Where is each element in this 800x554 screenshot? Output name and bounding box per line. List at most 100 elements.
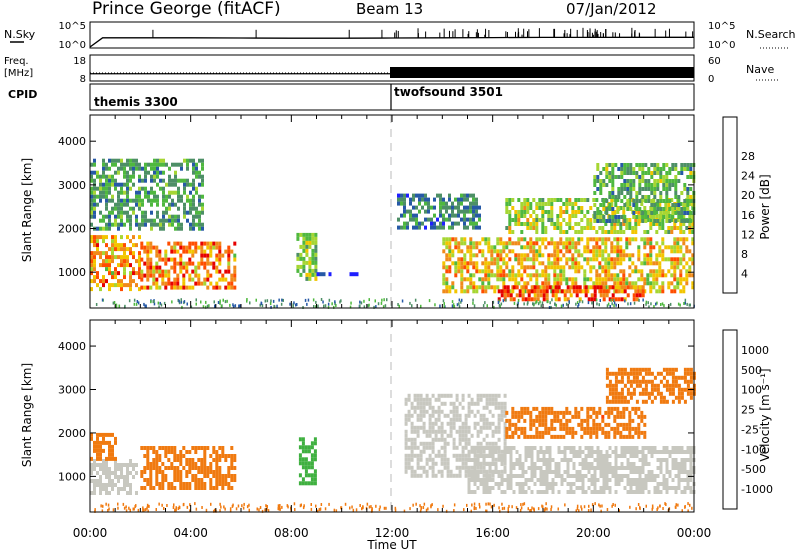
echo-cell <box>526 222 530 226</box>
echo-cell <box>470 397 474 402</box>
echo-cell <box>586 249 590 254</box>
echo-cell <box>604 410 608 415</box>
echo-cell <box>155 466 159 470</box>
echo-cell <box>410 401 414 406</box>
echo-cell <box>273 304 275 308</box>
echo-cell <box>517 210 521 214</box>
echo-cell <box>652 214 656 218</box>
echo-cell <box>428 457 432 462</box>
echo-cell <box>568 426 572 431</box>
echo-cell <box>476 433 480 438</box>
echo-cell <box>605 395 609 400</box>
echo-cell <box>682 285 686 290</box>
echo-cell <box>293 301 295 305</box>
echo-cell <box>632 199 636 203</box>
echo-cell <box>503 461 507 466</box>
echo-cell <box>631 426 635 431</box>
echo-cell <box>593 175 597 179</box>
echo-cell <box>152 466 156 470</box>
echo-cell <box>686 383 690 388</box>
echo-cell <box>117 182 120 187</box>
echo-cell <box>568 257 572 262</box>
echo-cell <box>526 281 530 286</box>
echo-cell <box>586 418 590 423</box>
echo-cell <box>413 473 417 478</box>
echo-cell <box>431 437 435 442</box>
echo-cell <box>529 509 531 513</box>
echo-cell <box>550 198 554 202</box>
echo-cell <box>595 214 599 218</box>
echo-cell <box>461 421 465 426</box>
echo-cell <box>494 405 498 410</box>
echo-cell <box>93 440 96 445</box>
echo-cell <box>689 211 693 215</box>
echo-cell <box>183 214 186 219</box>
echo-cell <box>174 214 177 219</box>
echo-cell <box>517 222 521 226</box>
echo-cell <box>632 454 636 458</box>
echo-cell <box>644 383 648 388</box>
echo-cell <box>641 470 645 474</box>
echo-cell <box>691 261 695 266</box>
echo-cell <box>307 473 311 478</box>
echo-cell <box>143 508 145 512</box>
echo-cell <box>463 221 466 226</box>
echo-cell <box>126 170 129 175</box>
echo-cell <box>550 210 554 214</box>
echo-cell <box>547 281 551 286</box>
echo-cell <box>126 283 129 288</box>
echo-cell <box>592 237 596 242</box>
echo-cell <box>544 269 548 274</box>
echo-cell <box>153 166 156 171</box>
echo-cell <box>221 273 225 278</box>
echo-cell <box>170 285 174 290</box>
echo-cell <box>689 466 693 470</box>
echo-cell <box>520 265 524 270</box>
echo-cell <box>427 201 430 206</box>
echo-cell <box>644 219 648 223</box>
echo-cell <box>589 257 593 262</box>
echo-cell <box>410 469 414 474</box>
echo-cell <box>661 222 665 226</box>
echo-cell <box>298 473 302 478</box>
echo-cell <box>668 391 672 396</box>
echo-cell <box>613 249 617 254</box>
echo-cell <box>559 222 563 226</box>
echo-cell <box>655 269 659 274</box>
echo-cell <box>111 283 114 288</box>
echo-cell <box>674 486 678 490</box>
echo-cell <box>463 241 467 246</box>
echo-cell <box>508 289 512 294</box>
echo-cell <box>463 193 466 198</box>
echo-cell <box>105 432 108 437</box>
echo-cell <box>194 446 198 450</box>
echo-cell <box>602 482 606 486</box>
echo-cell <box>111 255 114 260</box>
echo-cell <box>314 260 318 265</box>
echo-cell <box>679 257 683 262</box>
echo-cell <box>201 506 203 509</box>
echo-cell <box>677 474 681 478</box>
echo-cell <box>120 263 123 268</box>
echo-cell <box>650 470 654 474</box>
echo-cell <box>544 265 548 270</box>
echo-cell <box>494 397 498 402</box>
echo-cell <box>158 257 162 262</box>
echo-cell <box>302 232 306 237</box>
echo-cell <box>472 301 474 305</box>
y-tick-label: 4000 <box>58 135 86 148</box>
echo-cell <box>307 461 311 466</box>
echo-cell <box>96 463 99 467</box>
echo-cell <box>195 206 198 211</box>
echo-cell <box>553 418 557 423</box>
echo-cell <box>452 453 456 458</box>
echo-cell <box>665 486 669 490</box>
echo-cell <box>314 236 318 241</box>
echo-cell <box>541 253 545 258</box>
echo-cell <box>659 395 663 400</box>
echo-cell <box>668 486 672 490</box>
echo-cell <box>536 450 540 454</box>
echo-cell <box>508 210 512 214</box>
echo-cell <box>233 269 237 274</box>
echo-cell <box>117 194 120 199</box>
